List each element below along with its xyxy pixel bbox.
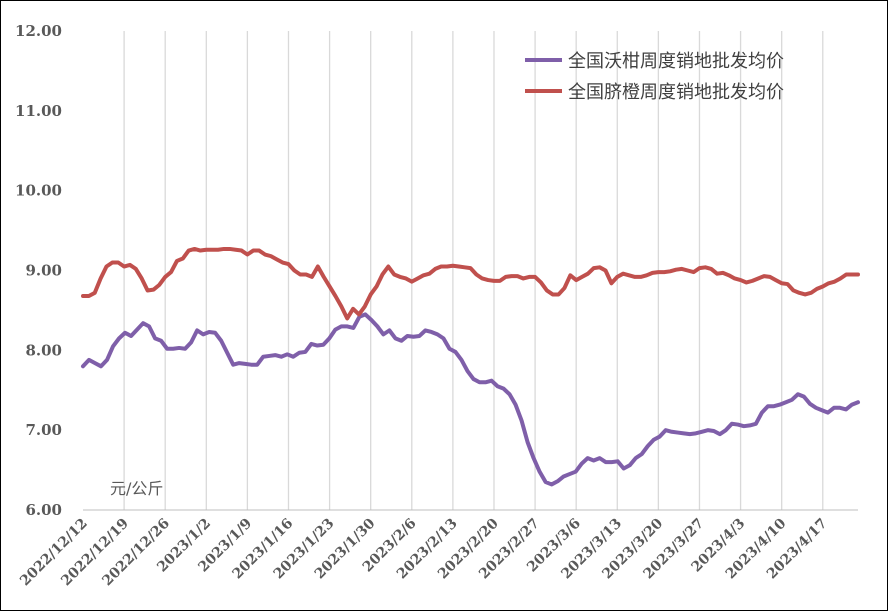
y-axis-unit-label: 元/公斤 bbox=[110, 479, 163, 498]
series-line-0 bbox=[81, 312, 860, 487]
y-tick-label: 12.00 bbox=[15, 22, 62, 40]
x-axis-ticks: 2022/12/122022/12/192022/12/262023/1/220… bbox=[17, 515, 830, 589]
y-tick-label: 11.00 bbox=[15, 102, 62, 120]
legend-label-0: 全国沃柑周度销地批发均价 bbox=[568, 51, 784, 72]
y-tick-label: 10.00 bbox=[15, 182, 62, 200]
y-tick-label: 6.00 bbox=[25, 501, 62, 519]
legend-label-1: 全国脐橙周度销地批发均价 bbox=[568, 82, 784, 103]
y-axis-ticks: 6.00 7.00 8.00 9.00 10.00 11.00 12.00 bbox=[15, 22, 62, 519]
vertical-gridlines bbox=[123, 31, 824, 510]
series-lines bbox=[81, 246, 860, 487]
series-line-1 bbox=[81, 246, 860, 321]
y-tick-label: 8.00 bbox=[25, 341, 62, 359]
y-tick-label: 7.00 bbox=[25, 421, 62, 439]
y-tick-label: 9.00 bbox=[25, 262, 62, 280]
